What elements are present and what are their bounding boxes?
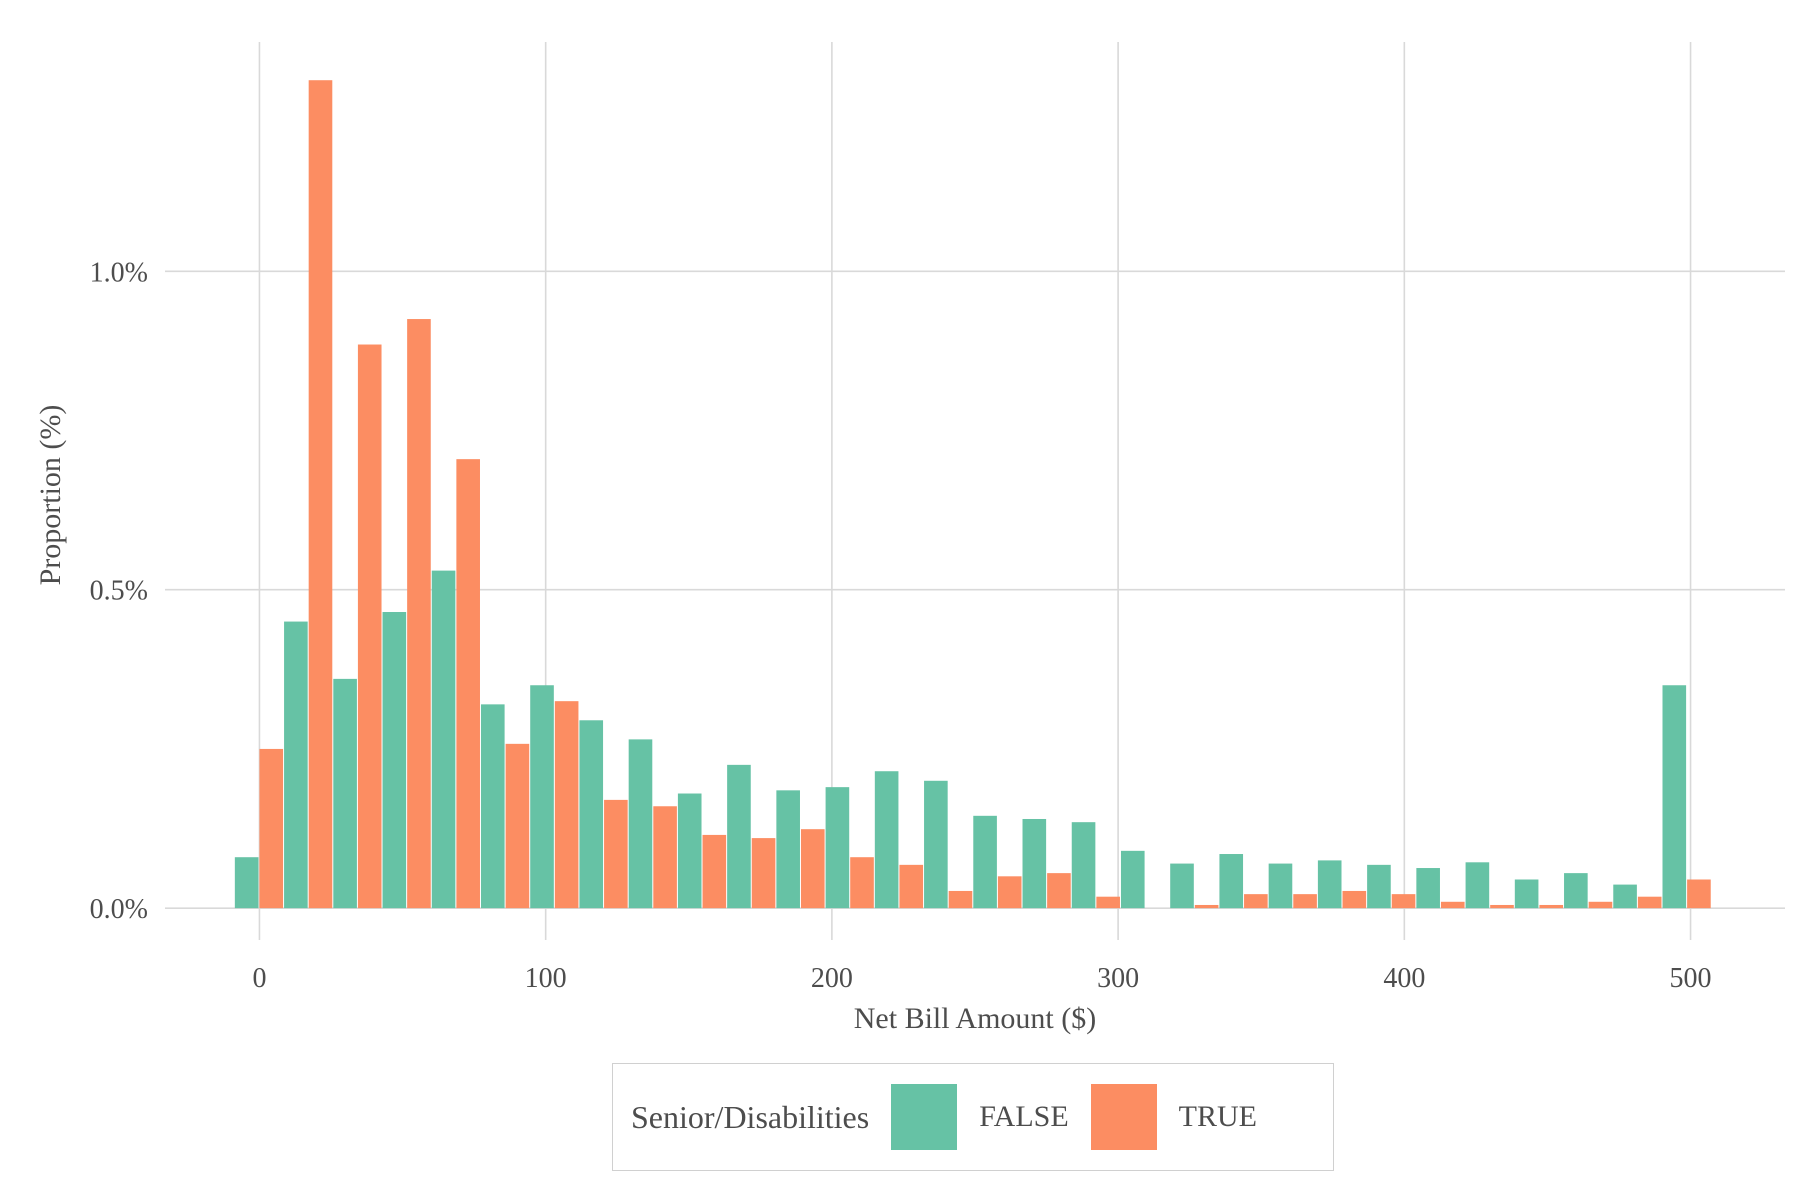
bar-true xyxy=(850,857,874,909)
legend-label-true: TRUE xyxy=(1178,1100,1257,1133)
bar-true xyxy=(948,890,973,909)
bar-true xyxy=(1391,894,1416,909)
bar-true xyxy=(1490,904,1514,909)
bar-false xyxy=(727,764,751,909)
x-axis-title: Net Bill Amount ($) xyxy=(854,1002,1097,1035)
bar-false xyxy=(1120,850,1145,909)
bar-true xyxy=(357,344,382,909)
bar-true xyxy=(407,319,431,909)
bar-false xyxy=(1170,863,1194,909)
bar-true xyxy=(456,459,480,909)
bar-false xyxy=(1514,879,1539,909)
y-tick-label: 0.0% xyxy=(90,894,148,925)
bar-true xyxy=(702,834,727,909)
bar-true xyxy=(653,806,677,909)
bar-false xyxy=(1071,822,1096,909)
bars xyxy=(234,80,1711,909)
x-tick-label: 400 xyxy=(1383,963,1425,994)
x-tick-label: 0 xyxy=(252,963,266,994)
bar-true xyxy=(800,829,825,909)
bar-true xyxy=(997,876,1022,909)
y-axis-title: Proportion (%) xyxy=(34,405,67,586)
bar-true xyxy=(1096,896,1120,909)
bar-false xyxy=(1219,854,1244,909)
bar-true xyxy=(1687,879,1711,909)
legend-title: Senior/Disabilities xyxy=(631,1098,870,1135)
legend-swatch-true xyxy=(1090,1084,1157,1150)
bar-false xyxy=(924,780,948,909)
bar-false xyxy=(1022,818,1047,909)
bar-true xyxy=(1244,894,1268,909)
bar-false xyxy=(825,787,850,909)
bar-true xyxy=(1047,873,1071,909)
bar-false xyxy=(628,739,653,909)
bar-false xyxy=(1367,864,1391,909)
bar-false xyxy=(973,815,997,909)
bar-true xyxy=(308,80,333,909)
bar-false xyxy=(776,790,800,909)
bar-false xyxy=(333,678,357,909)
x-tick-label: 500 xyxy=(1670,963,1712,994)
bar-true xyxy=(1637,896,1662,909)
bar-false xyxy=(677,793,702,909)
legend-item-false: FALSE xyxy=(891,1084,1069,1150)
bar-true xyxy=(1440,901,1465,909)
bar-false xyxy=(1613,884,1637,909)
bar-false xyxy=(480,704,505,909)
bar-false xyxy=(1662,685,1687,909)
bar-false xyxy=(431,570,456,909)
bar-false xyxy=(1465,862,1490,909)
bar-false xyxy=(579,720,604,909)
legend-item-true: TRUE xyxy=(1090,1084,1257,1150)
bar-false xyxy=(284,621,308,909)
tick-labels: 0 100 200 300 400 500 0.0% 0.5% 1.0% xyxy=(90,257,1712,994)
bar-false xyxy=(530,685,554,909)
bar-false xyxy=(1317,860,1342,909)
bar-true xyxy=(505,743,530,909)
bar-false xyxy=(874,771,899,909)
bar-false xyxy=(1564,873,1588,909)
bar-false xyxy=(1416,868,1440,909)
legend-label-false: FALSE xyxy=(979,1100,1069,1133)
x-tick-label: 200 xyxy=(811,963,853,994)
bar-true xyxy=(259,748,284,909)
x-tick-label: 100 xyxy=(525,963,567,994)
bar-true xyxy=(1588,901,1613,909)
bar-true xyxy=(1293,894,1317,909)
y-tick-label: 0.5% xyxy=(90,576,148,607)
bar-false xyxy=(234,857,259,909)
bar-false xyxy=(1268,863,1293,909)
bar-true xyxy=(751,838,776,909)
legend-swatch-false xyxy=(891,1084,958,1150)
bar-true xyxy=(899,864,924,909)
bar-true xyxy=(554,701,579,909)
bar-true xyxy=(1539,904,1564,909)
legend: Senior/Disabilities FALSE TRUE xyxy=(612,1063,1334,1171)
bar-true xyxy=(604,799,628,909)
x-tick-label: 300 xyxy=(1097,963,1139,994)
y-tick-label: 1.0% xyxy=(90,257,148,288)
bar-true xyxy=(1194,904,1219,909)
bar-false xyxy=(382,612,407,909)
bar-true xyxy=(1342,890,1367,909)
